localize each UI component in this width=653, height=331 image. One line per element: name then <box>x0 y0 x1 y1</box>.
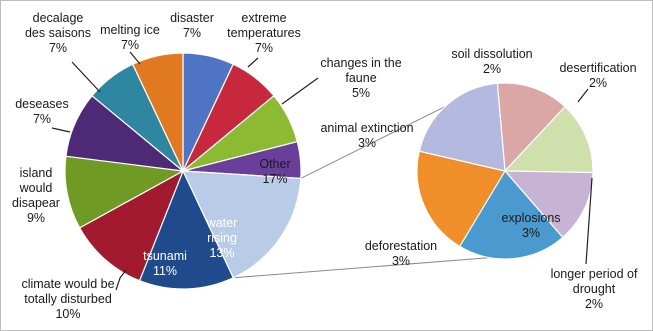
main-label-extreme-temperatures: extreme temperatures 7% <box>227 11 301 55</box>
main-label-decalage-des-saisons: decalage des saisons 7% <box>25 11 91 55</box>
main-label-other: Other 17% <box>259 157 290 186</box>
main-slice-water-rising <box>138 169 235 290</box>
secondary-slice-deforestation <box>416 150 506 248</box>
main-slice-other <box>182 170 302 279</box>
secondary-label-deforestation: deforestation 3% <box>365 239 437 268</box>
main-label-melting-ice: melting ice 7% <box>100 23 160 52</box>
main-label-tsunami: tsunami 11% <box>143 249 187 278</box>
secondary-pie <box>416 82 594 260</box>
main-label-island-would-disapear: island would disapear 9% <box>12 166 60 225</box>
secondary-slice-animal-extinction <box>418 82 506 172</box>
connector-bottom <box>233 257 490 279</box>
main-pie <box>64 52 302 290</box>
secondary-label-desertification: desertification 2% <box>559 61 636 90</box>
secondary-label-soil-dissolution: soil dissolution 2% <box>451 47 532 76</box>
secondary-leader-longer-period-of-drought <box>585 177 593 265</box>
main-leader-deseases <box>51 127 71 133</box>
secondary-slice-explosions <box>458 169 564 260</box>
main-leader-decalage-des-saisons <box>71 61 101 93</box>
main-label-climate-would-be-totally-disturbed: climate would be totally disturbed 10% <box>21 277 114 321</box>
secondary-label-explosions: explosions 3% <box>501 211 560 240</box>
slice-labels: melting ice 7% disaster 7% extreme temperatur… <box>12 11 638 321</box>
secondary-slice-longer-period-of-drought <box>503 170 594 239</box>
main-label-changes-in-the-faune: changes in the faune 5% <box>320 56 401 100</box>
leader-lines <box>51 51 593 291</box>
main-leader-climate-would-be-totally-disturbed <box>115 269 127 291</box>
secondary-label-longer-period-of-drought: longer period of drought 2% <box>551 267 638 311</box>
main-slice-climate-would-be-totally-disturbed <box>64 155 185 229</box>
secondary-label-animal-extinction: animal extinction 3% <box>320 121 413 150</box>
main-label-deseases: deseases 7% <box>15 97 69 126</box>
secondary-slice-desertification <box>503 105 594 174</box>
secondary-leader-desertification <box>577 88 589 103</box>
main-label-disaster: disaster 7% <box>170 11 214 40</box>
main-slice-tsunami <box>78 169 185 282</box>
main-leader-extreme-temperatures <box>247 57 259 68</box>
secondary-slice-soil-dissolution <box>496 82 566 173</box>
main-label-water-rising: water rising 13% <box>206 216 238 260</box>
main-slice-decalage-des-saisons <box>131 52 184 172</box>
main-leader-changes-in-the-faune <box>281 77 319 105</box>
main-leader-melting-ice <box>129 51 141 65</box>
